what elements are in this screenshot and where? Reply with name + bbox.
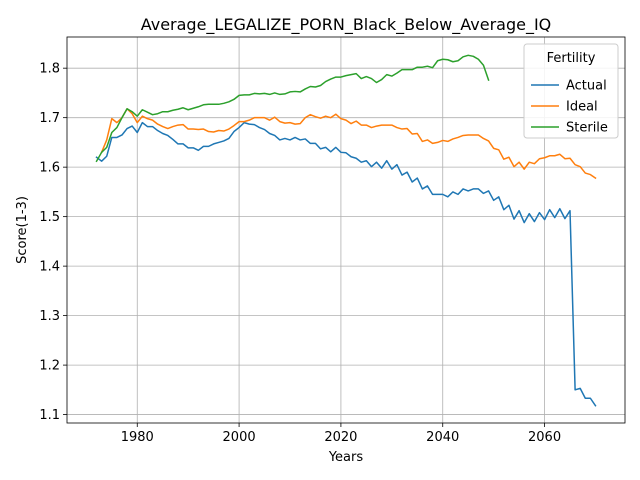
x-tick-label: 2060 <box>528 430 561 445</box>
plot-frame <box>66 36 626 424</box>
legend-label-sterile: Sterile <box>566 121 608 136</box>
series-line-ideal <box>100 108 597 180</box>
legend: Fertility Actual Ideal Sterile <box>523 43 619 139</box>
y-tick-label: 1.4 <box>39 260 60 275</box>
y-tick-label: 1.6 <box>39 161 60 176</box>
series-line-sterile <box>95 54 490 163</box>
legend-title: Fertility <box>547 51 596 66</box>
y-tick-label: 1.7 <box>39 111 60 126</box>
legend-items: Actual Ideal Sterile <box>531 79 608 136</box>
legend-label-ideal: Ideal <box>566 100 598 115</box>
y-tick-label: 1.1 <box>39 408 60 423</box>
axis-ticks: 1980 2000 2020 2040 2060 1.1 1.2 1.3 1.4 1.5 1.6 1.… <box>39 62 561 445</box>
y-tick-label: 1.2 <box>39 359 60 374</box>
x-axis-label: Years <box>328 450 364 465</box>
chart-title: Average_LEGALIZE_PORN_Black_Below_Averag… <box>141 15 552 35</box>
legend-label-actual: Actual <box>566 79 607 94</box>
y-tick-label: 1.8 <box>39 62 60 77</box>
x-tick-label: 1980 <box>121 430 154 445</box>
y-tick-label: 1.3 <box>39 309 60 324</box>
y-tick-label: 1.5 <box>39 210 60 225</box>
series-line-actual <box>95 121 597 407</box>
y-axis-label: Score(1-3) <box>15 196 30 264</box>
series-lines <box>95 54 597 407</box>
legend-box <box>523 43 619 139</box>
x-tick-label: 2020 <box>324 430 357 445</box>
x-tick-label: 2000 <box>223 430 256 445</box>
x-tick-label: 2040 <box>426 430 459 445</box>
